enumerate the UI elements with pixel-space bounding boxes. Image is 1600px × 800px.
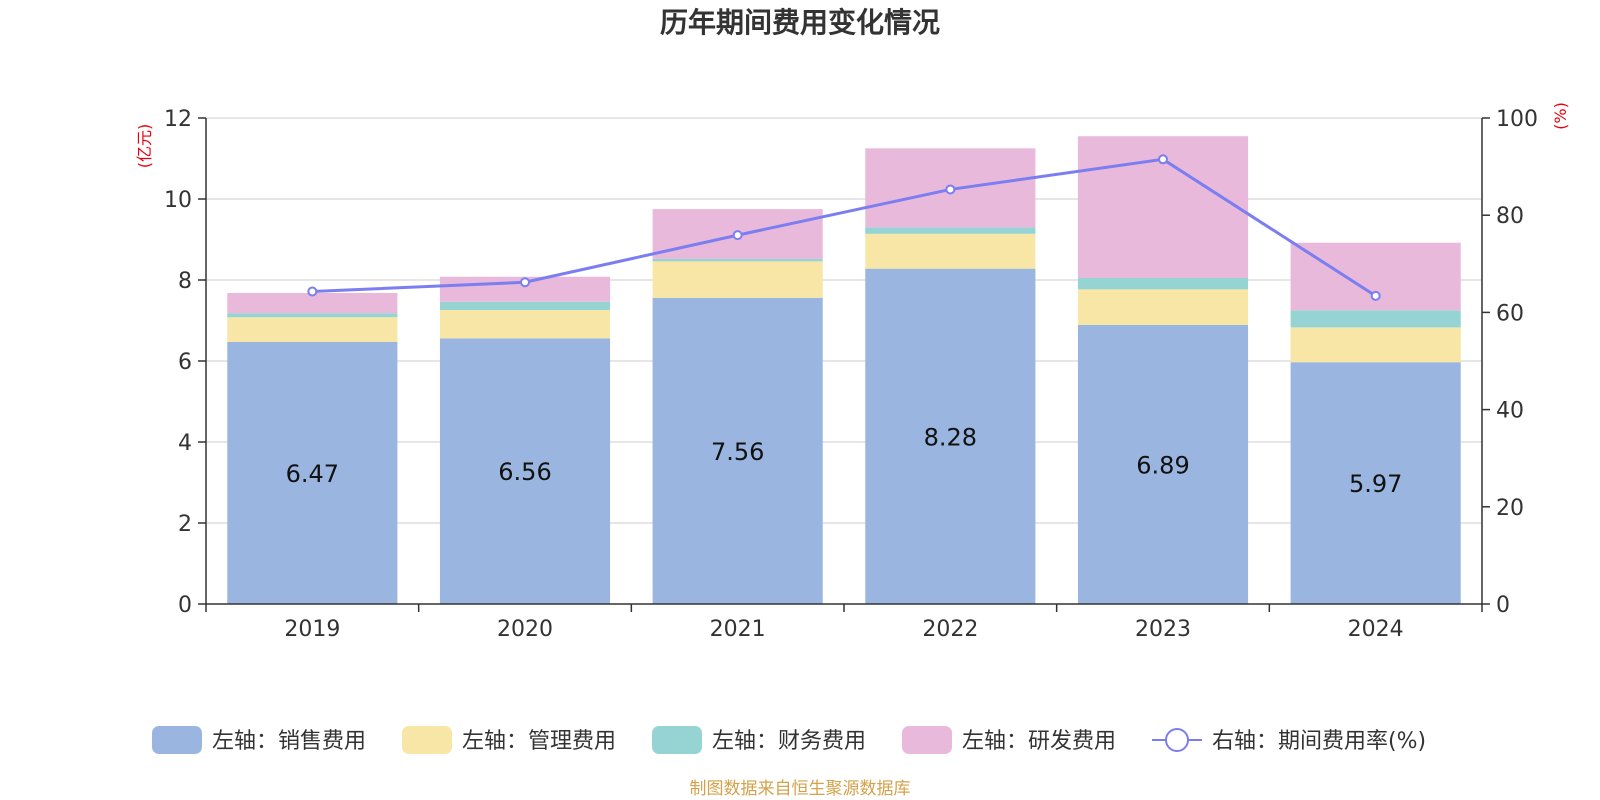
bar-segment [439,338,611,604]
left-tick-label: 8 [178,269,192,294]
x-tick-label: 2024 [1348,617,1404,642]
bar-labels: 6.47 6.56 7.56 8.28 6.89 5.97 [286,423,1403,498]
bar-segment [865,227,1036,234]
rate-point [1370,290,1381,301]
bar-segment [652,258,823,262]
legend: 左轴：销售费用 左轴：管理费用 左轴：财务费用 左轴：研发费用 右轴：期间费用率(%) [152,726,1426,754]
bar-value-label: 6.56 [498,458,551,486]
legend-label: 左轴：财务费用 [712,729,866,754]
legend-item: 左轴：销售费用 [152,726,366,754]
left-tick-label: 2 [178,512,192,537]
right-tick-label: 60 [1496,301,1524,326]
bar-segment [1290,362,1461,604]
chart-title: 历年期间费用变化情况 [660,6,940,39]
legend-item: 左轴：管理费用 [402,726,616,754]
bar-segment [439,309,611,339]
right-axis-unit: (%) [1551,102,1570,130]
bar-segment [652,261,823,298]
right-tick-label: 100 [1496,107,1538,132]
right-tick-label: 20 [1496,496,1524,521]
legend-swatch [402,726,452,754]
bar-value-label: 6.89 [1136,451,1189,479]
left-tick-label: 0 [178,593,192,618]
x-tick-label: 2021 [710,617,766,642]
bar-segment [227,317,398,342]
left-axis-unit: (亿元) [135,124,154,169]
rate-line [307,154,1381,301]
bar-segment [227,341,398,604]
rate-point [732,230,743,241]
right-tick-label: 40 [1496,399,1524,424]
bar-segment [227,313,398,318]
right-tick-label: 0 [1496,593,1510,618]
left-tick-label: 4 [178,431,192,456]
legend-label: 左轴：销售费用 [212,729,366,754]
bar-segment [1290,327,1461,363]
rate-point [307,286,318,297]
legend-item: 左轴：财务费用 [652,726,866,754]
bars [227,136,1461,604]
bar-segment [439,301,611,310]
bar-value-label: 5.97 [1349,470,1402,498]
rate-point [520,277,530,288]
bar-segment [1290,310,1461,328]
rate-point [1158,154,1168,165]
bar-segment [652,297,823,604]
left-tick-label: 6 [178,350,192,375]
legend-swatch [152,726,202,754]
x-tick-label: 2020 [497,617,553,642]
rate-line-path [312,157,1377,298]
bar-value-label: 6.47 [286,460,339,488]
legend-label: 左轴：研发费用 [962,729,1116,754]
legend-swatch [652,726,702,754]
legend-label: 左轴：管理费用 [462,729,616,754]
bar-segment [1077,324,1249,604]
legend-label: 右轴：期间费用率(%) [1212,729,1426,754]
bar-segment [227,292,398,314]
x-tick-label: 2022 [922,617,978,642]
axes: 0 2 4 6 8 10 12 0 20 40 60 80 100 2019 2020 2021 2022 202… [164,107,1538,642]
bar-segment [865,268,1036,604]
legend-item: 左轴：研发费用 [902,726,1116,754]
x-tick-label: 2019 [284,617,340,642]
bar-segment [865,233,1036,269]
legend-marker [1165,728,1189,752]
legend-item: 右轴：期间费用率(%) [1152,728,1426,754]
bar-value-label: 8.28 [924,423,977,451]
left-tick-label: 12 [164,107,192,132]
bar-segment [1077,289,1249,325]
left-tick-label: 10 [164,188,192,213]
bar-value-label: 7.56 [711,438,764,466]
rate-point [945,184,956,195]
x-tick-label: 2023 [1135,617,1191,642]
bar-segment [1077,277,1249,290]
grid [206,117,1482,524]
right-tick-label: 80 [1496,204,1524,229]
source-note: 制图数据来自恒生聚源数据库 [690,779,911,799]
legend-swatch [902,726,952,754]
